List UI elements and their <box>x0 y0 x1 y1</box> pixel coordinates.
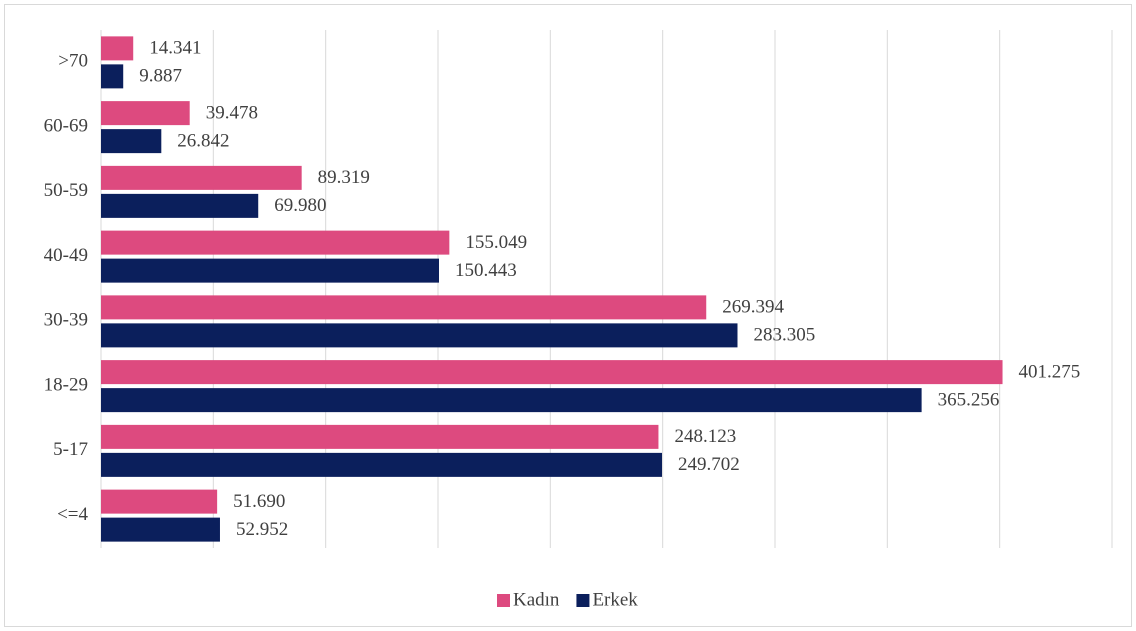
bar <box>101 36 134 61</box>
data-label: 39.478 <box>206 102 258 123</box>
data-label: 248.123 <box>674 426 736 447</box>
bar <box>101 360 1003 385</box>
bar <box>101 295 707 320</box>
data-label: 155.049 <box>465 232 527 253</box>
bar <box>101 388 922 413</box>
data-label: 269.394 <box>722 297 784 318</box>
y-tick-label: 50-59 <box>44 180 88 201</box>
y-tick-label: 18-29 <box>44 374 88 395</box>
data-label: 14.341 <box>149 38 201 59</box>
y-tick-label: 40-49 <box>44 245 88 266</box>
y-tick-label: >70 <box>58 51 88 72</box>
data-label: 283.305 <box>753 325 815 346</box>
data-label: 9.887 <box>139 66 182 87</box>
bar <box>101 489 218 514</box>
data-label: 249.702 <box>678 454 740 475</box>
data-label: 52.952 <box>236 519 288 540</box>
y-tick-label: <=4 <box>57 504 88 525</box>
y-tick-label: 5-17 <box>53 439 88 460</box>
y-tick-label: 30-39 <box>44 310 88 331</box>
legend-label: Kadın <box>513 589 560 610</box>
bar <box>101 193 259 218</box>
legend-label: Erkek <box>592 589 638 610</box>
bar <box>101 323 738 348</box>
legend-swatch <box>576 594 590 607</box>
data-label: 150.443 <box>455 260 517 281</box>
bar <box>101 129 162 154</box>
bar <box>101 517 220 542</box>
bar <box>101 101 190 126</box>
data-label: 401.275 <box>1019 361 1081 382</box>
data-label: 51.690 <box>233 491 285 512</box>
bar <box>101 165 302 190</box>
bar <box>101 452 662 477</box>
legend-swatch <box>497 594 510 607</box>
bar <box>101 258 439 283</box>
data-label: 69.980 <box>274 195 326 216</box>
data-label: 26.842 <box>177 130 229 151</box>
bar <box>101 230 450 255</box>
bar <box>101 64 124 89</box>
data-label: 89.319 <box>318 167 370 188</box>
bar <box>101 424 659 449</box>
data-label: 365.256 <box>938 389 1000 410</box>
y-tick-label: 60-69 <box>44 115 88 136</box>
